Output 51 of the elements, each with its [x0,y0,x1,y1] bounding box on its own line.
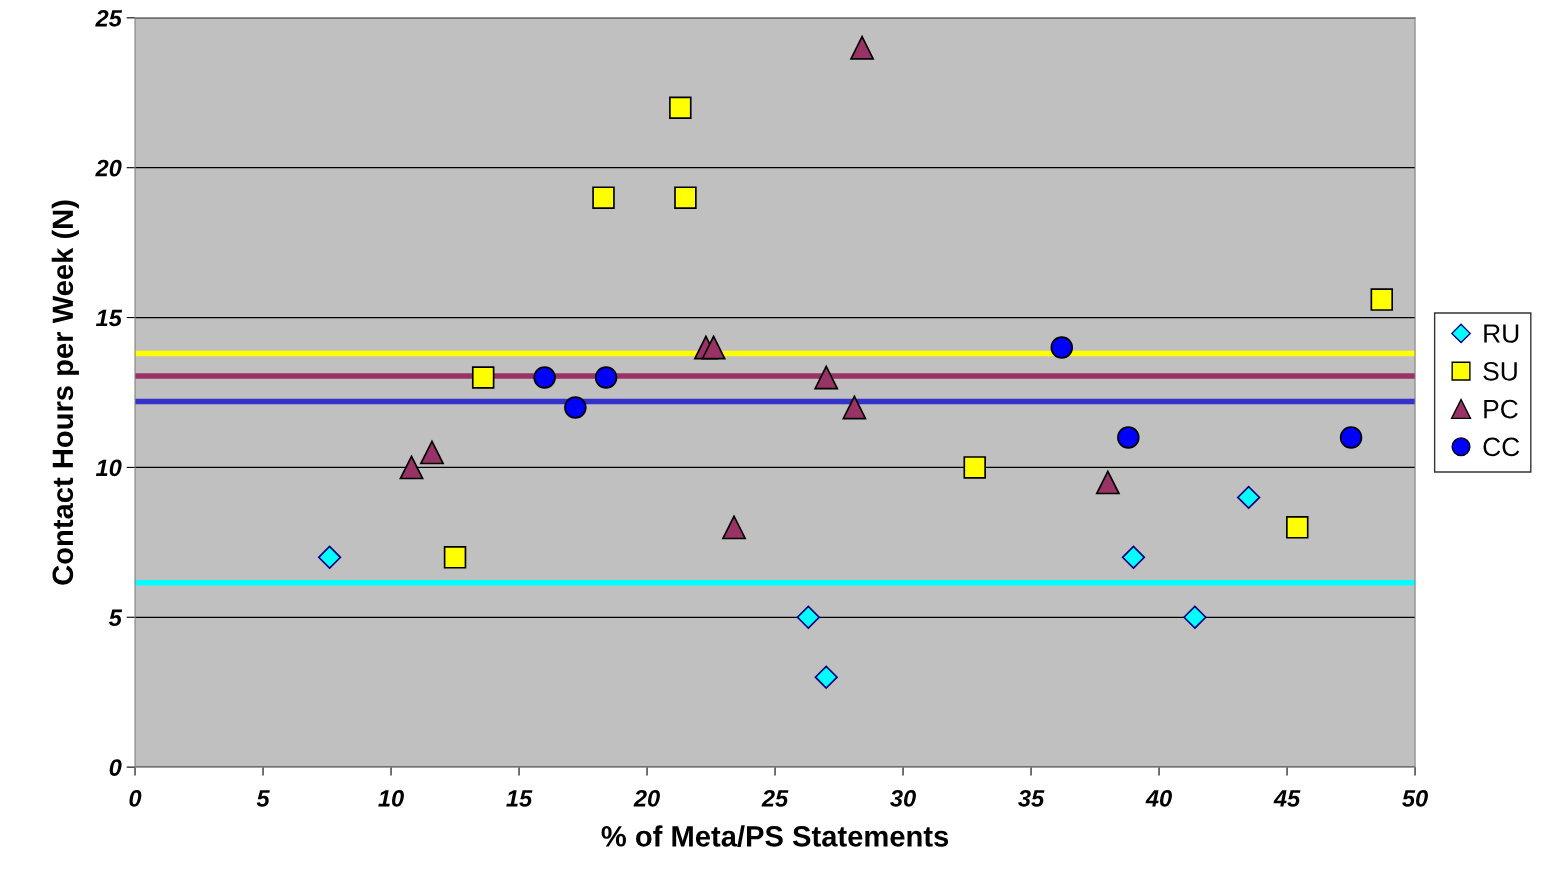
point [814,665,838,689]
point [1370,288,1394,311]
x-tick-label: 35 [1018,789,1045,807]
x-tick-label: 0 [129,789,142,807]
y-tick-label: 10 [95,459,122,477]
y-tick-label: 0 [109,759,122,776]
point [592,186,615,209]
point [963,456,986,479]
point [674,186,697,209]
x-tick-label: 10 [378,789,404,807]
point [420,440,444,465]
point [317,545,342,569]
x-tick-label: 45 [1273,790,1301,807]
point [1121,545,1146,569]
point [1095,470,1120,495]
y-tick-label: 15 [95,309,123,327]
y-tick-label: 20 [95,159,122,177]
x-tick-label: 40 [1145,789,1172,807]
point [669,96,692,120]
x-tick-label: 20 [633,789,660,807]
point [850,35,875,60]
y-axis-title: Contact Hours per Week (N) [51,200,79,585]
x-tick-label: 15 [506,790,533,807]
x-axis-title: % of Meta/PS Statements [601,825,949,847]
point [594,366,618,389]
point [701,335,726,360]
point [796,605,820,629]
point [1339,426,1363,449]
legend-label: SU [1483,361,1517,381]
x-tick-label: 5 [256,790,270,807]
y-tick-label: 5 [108,609,123,627]
point [1117,426,1140,449]
point [842,395,867,420]
point [564,396,587,419]
point [1237,485,1261,510]
point [471,366,495,389]
point [814,365,839,390]
legend-label: RU [1484,324,1519,343]
point [399,455,424,480]
point [443,546,467,569]
x-tick-label: 50 [1402,789,1428,807]
legend-label: PC [1484,399,1518,419]
x-tick-label: 30 [890,789,916,807]
point [1286,516,1309,539]
point [1183,605,1207,629]
point [533,366,556,389]
x-tick-label: 25 [761,789,789,807]
y-tick-label: 25 [95,9,123,27]
legend-label: CC [1483,437,1520,457]
point [722,515,747,540]
point [1050,336,1074,359]
